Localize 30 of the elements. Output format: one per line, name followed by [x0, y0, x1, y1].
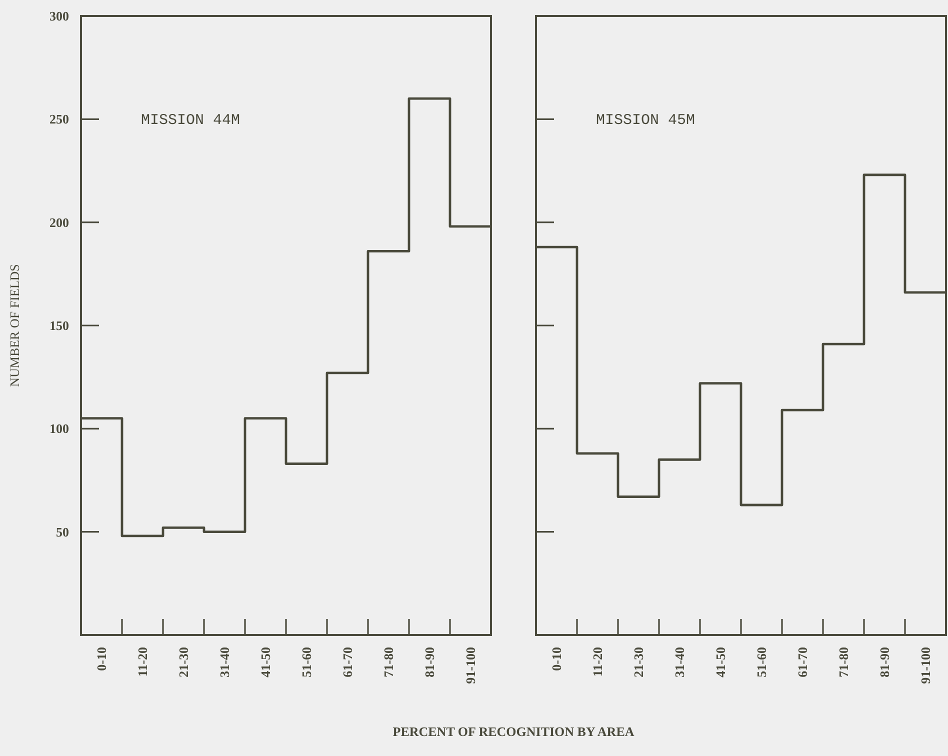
x-tick-label: 61-70: [795, 647, 810, 678]
x-tick-label: 51-60: [754, 647, 770, 678]
annotation: MISSION 45M: [596, 112, 696, 130]
y-tick-label: 50: [56, 524, 69, 540]
x-tick-label: 61-70: [340, 647, 356, 678]
y-tick-label: 150: [50, 318, 69, 334]
x-tick-label: 91-100: [463, 647, 478, 684]
x-tick-label: 31-40: [217, 647, 232, 678]
y-tick-label: 200: [50, 214, 69, 230]
x-tick-label: 21-30: [176, 647, 192, 678]
x-tick-label: 71-80: [381, 647, 396, 678]
annotation: MISSION 44M: [141, 112, 240, 130]
x-tick-label: 11-20: [135, 647, 150, 677]
y-tick-label: 100: [50, 421, 69, 436]
y-axis-title: NUMBER OF FIELDS: [7, 264, 22, 387]
x-tick-label: 41-50: [258, 647, 274, 678]
y-tick-label: 250: [50, 112, 69, 127]
x-tick-label: 11-20: [590, 647, 606, 677]
x-tick-label: 0-10: [94, 647, 110, 671]
x-tick-label: 91-100: [918, 647, 934, 684]
x-tick-label: 51-60: [299, 647, 314, 678]
x-tick-label: 41-50: [713, 647, 728, 678]
x-tick-label: 81-90: [877, 647, 892, 678]
x-tick-label: 71-80: [836, 647, 852, 678]
y-tick-label: 300: [50, 8, 69, 24]
x-tick-label: 0-10: [549, 647, 564, 671]
x-tick-label: 81-90: [422, 647, 438, 678]
x-axis-title: PERCENT OF RECOGNITION BY AREA: [392, 724, 635, 739]
x-tick-label: 31-40: [672, 647, 688, 678]
x-tick-label: 21-30: [631, 647, 646, 678]
